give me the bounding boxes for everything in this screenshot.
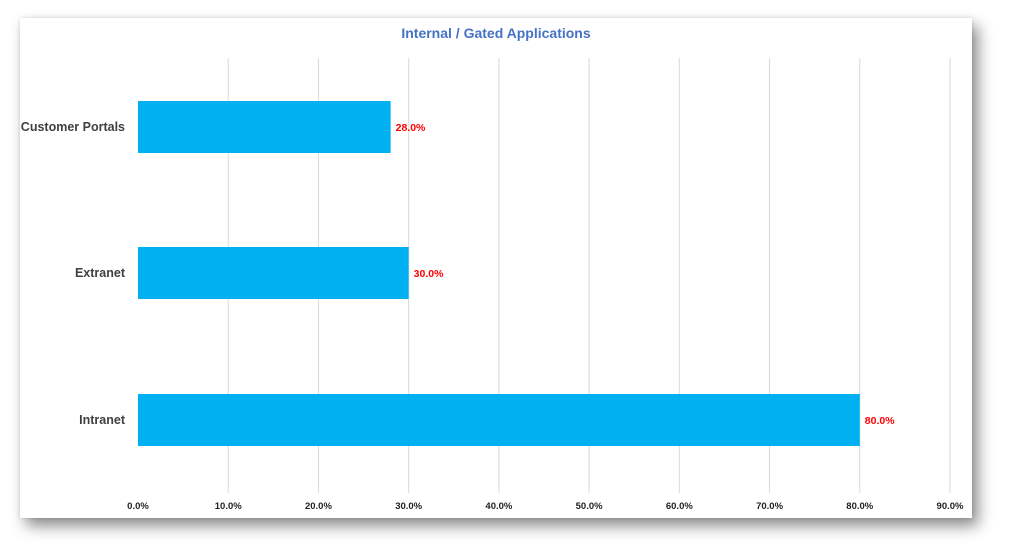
chart-card: Internal / Gated Applications Customer P…	[20, 18, 972, 518]
category-label: Customer Portals	[21, 120, 125, 134]
x-tick-label: 80.0%	[846, 501, 873, 512]
bar	[138, 394, 860, 446]
x-tick-label: 90.0%	[937, 501, 964, 512]
data-labels: 28.0% 30.0% 80.0%	[396, 122, 896, 427]
category-label: Intranet	[79, 413, 126, 427]
bar-chart: Internal / Gated Applications Customer P…	[21, 25, 964, 512]
data-label: 80.0%	[865, 415, 895, 427]
x-tick-label: 30.0%	[395, 501, 422, 512]
x-tick-label: 50.0%	[576, 501, 603, 512]
x-tick-label: 60.0%	[666, 501, 693, 512]
bar	[138, 247, 409, 299]
x-tick-label: 70.0%	[756, 501, 783, 512]
x-tick-label: 40.0%	[485, 501, 512, 512]
x-tick-label: 20.0%	[305, 501, 332, 512]
x-tick-label: 10.0%	[215, 501, 242, 512]
chart-title: Internal / Gated Applications	[401, 25, 591, 41]
data-label: 30.0%	[414, 268, 444, 280]
x-tick-labels: 0.0% 10.0% 20.0% 30.0% 40.0% 50.0% 60.0% 70.0% 8…	[127, 501, 964, 512]
x-tick-label: 0.0%	[127, 501, 149, 512]
bars	[138, 101, 860, 446]
category-label: Extranet	[75, 266, 126, 280]
data-label: 28.0%	[396, 122, 426, 134]
bar	[138, 101, 391, 153]
category-labels: Customer Portals Extranet Intranet	[21, 120, 126, 427]
